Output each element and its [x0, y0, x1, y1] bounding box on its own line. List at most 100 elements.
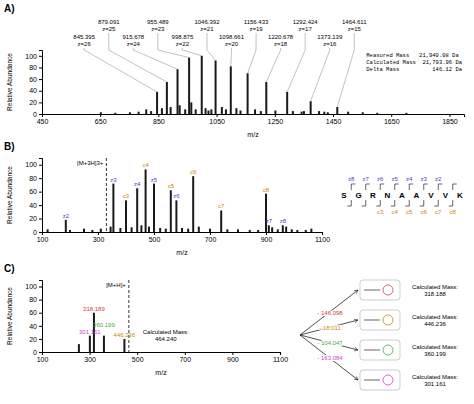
- x-axis-title: m/z: [155, 369, 167, 376]
- peak-label: c6: [190, 169, 197, 175]
- panel-title: C): [4, 263, 15, 274]
- tick-label: 700: [205, 236, 217, 243]
- tick-label: 0: [33, 229, 37, 236]
- tick-label: 20: [29, 215, 37, 222]
- bar: [181, 228, 183, 232]
- peak-label-line: 1292.424: [293, 19, 319, 25]
- peak-label-line: z=17: [299, 26, 313, 32]
- cleavage-bracket: [449, 184, 457, 206]
- fragment-mass: Calculated Mass:318.188: [412, 284, 458, 297]
- structure-box: [360, 280, 400, 300]
- tick-mark: [39, 205, 42, 206]
- peak-label-line: 1046.392: [194, 19, 220, 25]
- tick: 300: [84, 352, 96, 363]
- tick-label: 450: [37, 118, 49, 125]
- tick-label: 20: [29, 336, 37, 343]
- peak-label-line: 1464.611: [342, 19, 367, 25]
- tick-label: 80: [29, 64, 37, 71]
- tick: 100: [25, 53, 42, 60]
- leader-line: [207, 33, 216, 60]
- peak-label-line: 1098.661: [219, 34, 245, 40]
- cleavage-bracket: [376, 184, 384, 206]
- bar: [177, 69, 179, 114]
- fragment-mass-line: 446.236: [424, 321, 446, 327]
- bar: [153, 184, 155, 232]
- tick-mark: [39, 339, 42, 340]
- tick-mark: [39, 192, 42, 193]
- tick-label: 850: [153, 118, 165, 125]
- bar: [210, 109, 212, 114]
- peak-label: c3: [123, 193, 130, 199]
- tick-label: 20: [29, 99, 37, 106]
- panel: [M+3H]3+1003005007009001100020406080100m…: [4, 141, 330, 256]
- tick-label: 100: [37, 236, 49, 243]
- peak-label-line: z=26: [78, 41, 92, 47]
- bar: [138, 112, 140, 114]
- bar: [221, 107, 223, 114]
- axis-line: [43, 233, 323, 236]
- annotation-line: Calculated Mass:: [143, 329, 189, 335]
- tick: 650: [95, 114, 107, 125]
- tick-label: 60: [29, 309, 37, 316]
- bar: [114, 113, 116, 114]
- chart-root: 4506508501050125014501650185002040608010…: [0, 0, 474, 404]
- bar: [110, 227, 112, 232]
- axis-line: [39, 51, 43, 115]
- bar: [310, 101, 312, 114]
- fragment-arrow: [300, 290, 358, 335]
- bar: [286, 92, 288, 114]
- cleavage-bracket: [391, 184, 399, 206]
- tick: 100: [25, 161, 42, 168]
- tick: 100: [37, 352, 49, 363]
- axis-line: [39, 159, 43, 233]
- tick-label: 40: [29, 202, 37, 209]
- x-axis: 45065085010501250145016501850: [37, 114, 465, 125]
- tick-label: 40: [29, 323, 37, 330]
- tick-label: 1250: [268, 118, 284, 125]
- tick: 1850: [442, 114, 458, 125]
- tick-mark: [39, 313, 42, 314]
- peak-label-line: z=15: [348, 26, 362, 32]
- cleavage-bracket: [420, 184, 428, 206]
- tick: 80: [29, 296, 42, 303]
- bar: [230, 66, 232, 114]
- c-ion-site-label: c3: [377, 209, 384, 215]
- bar: [175, 200, 177, 232]
- tick: 700: [205, 232, 217, 243]
- c-ion-site-label: c7: [435, 209, 442, 215]
- y-axis: 020406080100: [25, 281, 42, 356]
- fragment-mass-line: Calculated Mass:: [412, 344, 458, 350]
- bar: [265, 82, 267, 114]
- tick-mark: [39, 56, 42, 57]
- tick-mark: [39, 352, 42, 353]
- peak-label-line: z=22: [176, 41, 190, 47]
- fragment-arrow: [300, 335, 358, 380]
- tick-mark: [39, 326, 42, 327]
- bar: [254, 109, 256, 114]
- mass-info: Measured Mass 21,940.08 Da: [366, 52, 459, 59]
- reference-line: [106, 158, 107, 232]
- leader-line: [230, 48, 232, 66]
- leader-line: [109, 33, 167, 82]
- tick-mark: [154, 232, 155, 235]
- structure-ring: [383, 375, 393, 385]
- peak-label: 998.875z=22: [172, 34, 194, 47]
- cleavage-bracket: [362, 184, 370, 206]
- tick-mark: [39, 287, 42, 288]
- peak-label-line: 1373.139: [317, 34, 343, 40]
- peak-label: 318.189: [83, 306, 105, 312]
- z-ion-site-label: z7: [363, 176, 370, 182]
- bar: [150, 111, 152, 114]
- bar: [310, 229, 312, 232]
- bar: [277, 229, 279, 232]
- tick: 40: [29, 202, 42, 209]
- reference-line: [128, 280, 129, 352]
- x-axis: 1003005007009001100: [37, 232, 330, 243]
- fragment-mass-line: Calculated Mass:: [412, 314, 458, 320]
- tick-mark: [391, 114, 392, 117]
- fragment-mass-line: 318.188: [424, 291, 446, 297]
- tick-mark: [39, 219, 42, 220]
- z-ion-site-label: z3: [421, 176, 428, 182]
- fragment-mass: Calculated Mass:301.161: [412, 374, 458, 387]
- fragment-loss: - 18.011: [319, 325, 341, 331]
